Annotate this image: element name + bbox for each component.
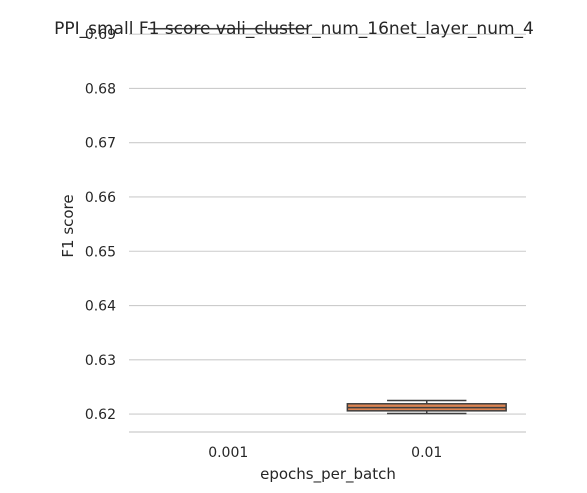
- x-tick-label: 0.01: [411, 445, 442, 461]
- y-axis-label: F1 score: [59, 194, 77, 257]
- x-axis-label: epochs_per_batch: [260, 465, 396, 484]
- box-0.01: [346, 399, 507, 415]
- y-tick-label: 0.62: [85, 407, 116, 423]
- x-tick-labels: 0.001 0.01: [208, 445, 442, 461]
- y-tick-label: 0.68: [85, 81, 116, 97]
- y-tick-labels: 0.62 0.63 0.64 0.65 0.66 0.67 0.68 0.69: [85, 27, 116, 423]
- y-tick-label: 0.65: [85, 244, 116, 260]
- x-tick-label: 0.001: [208, 445, 248, 461]
- y-tick-label: 0.67: [85, 136, 116, 152]
- y-tick-label: 0.63: [85, 353, 116, 369]
- box-series: [148, 27, 507, 415]
- y-grid-lines: [129, 33, 526, 415]
- y-tick-label: 0.69: [85, 27, 116, 43]
- y-tick-label: 0.66: [85, 190, 116, 206]
- y-tick-label: 0.64: [85, 299, 116, 315]
- chart-title: PPI_small F1 score vali_cluster_num_16ne…: [54, 19, 534, 39]
